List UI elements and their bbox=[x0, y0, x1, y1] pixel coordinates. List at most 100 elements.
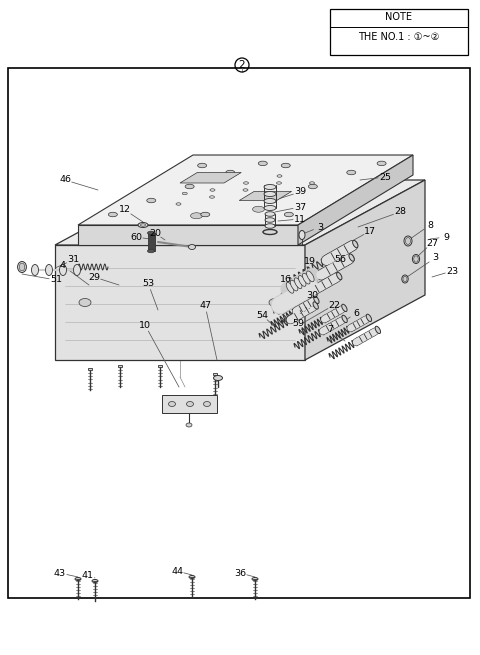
Ellipse shape bbox=[299, 276, 306, 286]
Ellipse shape bbox=[350, 324, 355, 330]
Text: 43: 43 bbox=[54, 569, 66, 578]
Ellipse shape bbox=[349, 254, 354, 261]
Ellipse shape bbox=[270, 193, 275, 195]
Ellipse shape bbox=[282, 295, 291, 308]
Text: 11: 11 bbox=[294, 214, 306, 223]
Ellipse shape bbox=[362, 317, 367, 324]
Ellipse shape bbox=[342, 257, 348, 265]
Ellipse shape bbox=[333, 310, 337, 316]
Ellipse shape bbox=[347, 170, 356, 175]
Ellipse shape bbox=[377, 161, 386, 166]
Text: 23: 23 bbox=[446, 267, 458, 276]
Ellipse shape bbox=[305, 301, 310, 309]
Ellipse shape bbox=[295, 287, 304, 301]
Ellipse shape bbox=[92, 580, 98, 582]
Ellipse shape bbox=[187, 211, 206, 221]
Text: 19: 19 bbox=[304, 257, 316, 265]
Ellipse shape bbox=[210, 189, 215, 191]
Text: 37: 37 bbox=[294, 202, 306, 212]
Text: 46: 46 bbox=[59, 176, 71, 185]
Ellipse shape bbox=[277, 175, 282, 178]
Ellipse shape bbox=[312, 223, 320, 227]
Ellipse shape bbox=[341, 200, 349, 205]
Ellipse shape bbox=[269, 299, 281, 307]
Ellipse shape bbox=[402, 275, 408, 283]
Ellipse shape bbox=[333, 322, 337, 328]
Ellipse shape bbox=[353, 240, 358, 248]
Ellipse shape bbox=[299, 231, 305, 240]
Ellipse shape bbox=[308, 184, 317, 189]
Ellipse shape bbox=[328, 265, 335, 273]
Ellipse shape bbox=[187, 402, 193, 407]
Polygon shape bbox=[239, 191, 292, 200]
Ellipse shape bbox=[412, 255, 420, 263]
Ellipse shape bbox=[371, 329, 375, 336]
Ellipse shape bbox=[340, 246, 346, 255]
Bar bbox=[148, 233, 155, 251]
Ellipse shape bbox=[403, 276, 407, 282]
Ellipse shape bbox=[252, 206, 264, 212]
Ellipse shape bbox=[356, 338, 360, 344]
Bar bbox=[213, 373, 217, 375]
Ellipse shape bbox=[243, 189, 248, 191]
Ellipse shape bbox=[265, 224, 275, 228]
Ellipse shape bbox=[198, 163, 207, 168]
Ellipse shape bbox=[266, 195, 274, 198]
Ellipse shape bbox=[264, 206, 276, 210]
Ellipse shape bbox=[366, 314, 372, 322]
Bar bbox=[162, 395, 217, 413]
Ellipse shape bbox=[276, 181, 281, 184]
Ellipse shape bbox=[302, 308, 307, 315]
Ellipse shape bbox=[258, 161, 267, 166]
Polygon shape bbox=[305, 180, 425, 360]
Text: 12: 12 bbox=[119, 206, 131, 214]
Ellipse shape bbox=[313, 302, 318, 309]
Ellipse shape bbox=[300, 304, 305, 311]
Text: 30: 30 bbox=[306, 291, 318, 299]
Ellipse shape bbox=[290, 290, 300, 303]
Ellipse shape bbox=[286, 292, 296, 306]
Ellipse shape bbox=[108, 212, 117, 217]
Polygon shape bbox=[298, 155, 413, 245]
Ellipse shape bbox=[214, 375, 223, 381]
Text: 3: 3 bbox=[317, 223, 323, 231]
Text: 10: 10 bbox=[139, 320, 151, 329]
Ellipse shape bbox=[73, 265, 81, 276]
Text: 36: 36 bbox=[234, 569, 246, 578]
Text: 60: 60 bbox=[130, 233, 142, 242]
Text: 41: 41 bbox=[82, 571, 94, 580]
Text: 17: 17 bbox=[364, 227, 376, 236]
Polygon shape bbox=[55, 180, 425, 245]
Ellipse shape bbox=[328, 324, 332, 330]
Ellipse shape bbox=[32, 265, 38, 276]
Ellipse shape bbox=[361, 335, 365, 341]
Ellipse shape bbox=[277, 297, 287, 310]
Ellipse shape bbox=[307, 271, 314, 282]
Text: 56: 56 bbox=[334, 255, 346, 265]
Ellipse shape bbox=[291, 314, 296, 322]
Ellipse shape bbox=[317, 283, 323, 291]
Text: 29: 29 bbox=[88, 272, 100, 282]
Ellipse shape bbox=[147, 250, 155, 253]
Ellipse shape bbox=[186, 423, 192, 427]
Ellipse shape bbox=[226, 170, 235, 175]
Ellipse shape bbox=[182, 193, 187, 195]
Ellipse shape bbox=[147, 198, 156, 203]
Ellipse shape bbox=[337, 307, 342, 314]
Text: 25: 25 bbox=[379, 172, 391, 181]
Ellipse shape bbox=[168, 402, 176, 407]
Ellipse shape bbox=[346, 243, 352, 252]
Ellipse shape bbox=[314, 296, 319, 303]
Ellipse shape bbox=[358, 320, 362, 326]
Ellipse shape bbox=[336, 261, 342, 269]
Ellipse shape bbox=[141, 224, 145, 226]
Ellipse shape bbox=[329, 312, 333, 318]
Ellipse shape bbox=[366, 332, 370, 339]
Ellipse shape bbox=[281, 163, 290, 168]
Ellipse shape bbox=[189, 576, 195, 578]
Text: 28: 28 bbox=[394, 208, 406, 217]
Ellipse shape bbox=[243, 220, 251, 224]
Ellipse shape bbox=[264, 198, 276, 204]
Text: 3: 3 bbox=[432, 253, 438, 263]
Text: 16: 16 bbox=[280, 276, 292, 284]
